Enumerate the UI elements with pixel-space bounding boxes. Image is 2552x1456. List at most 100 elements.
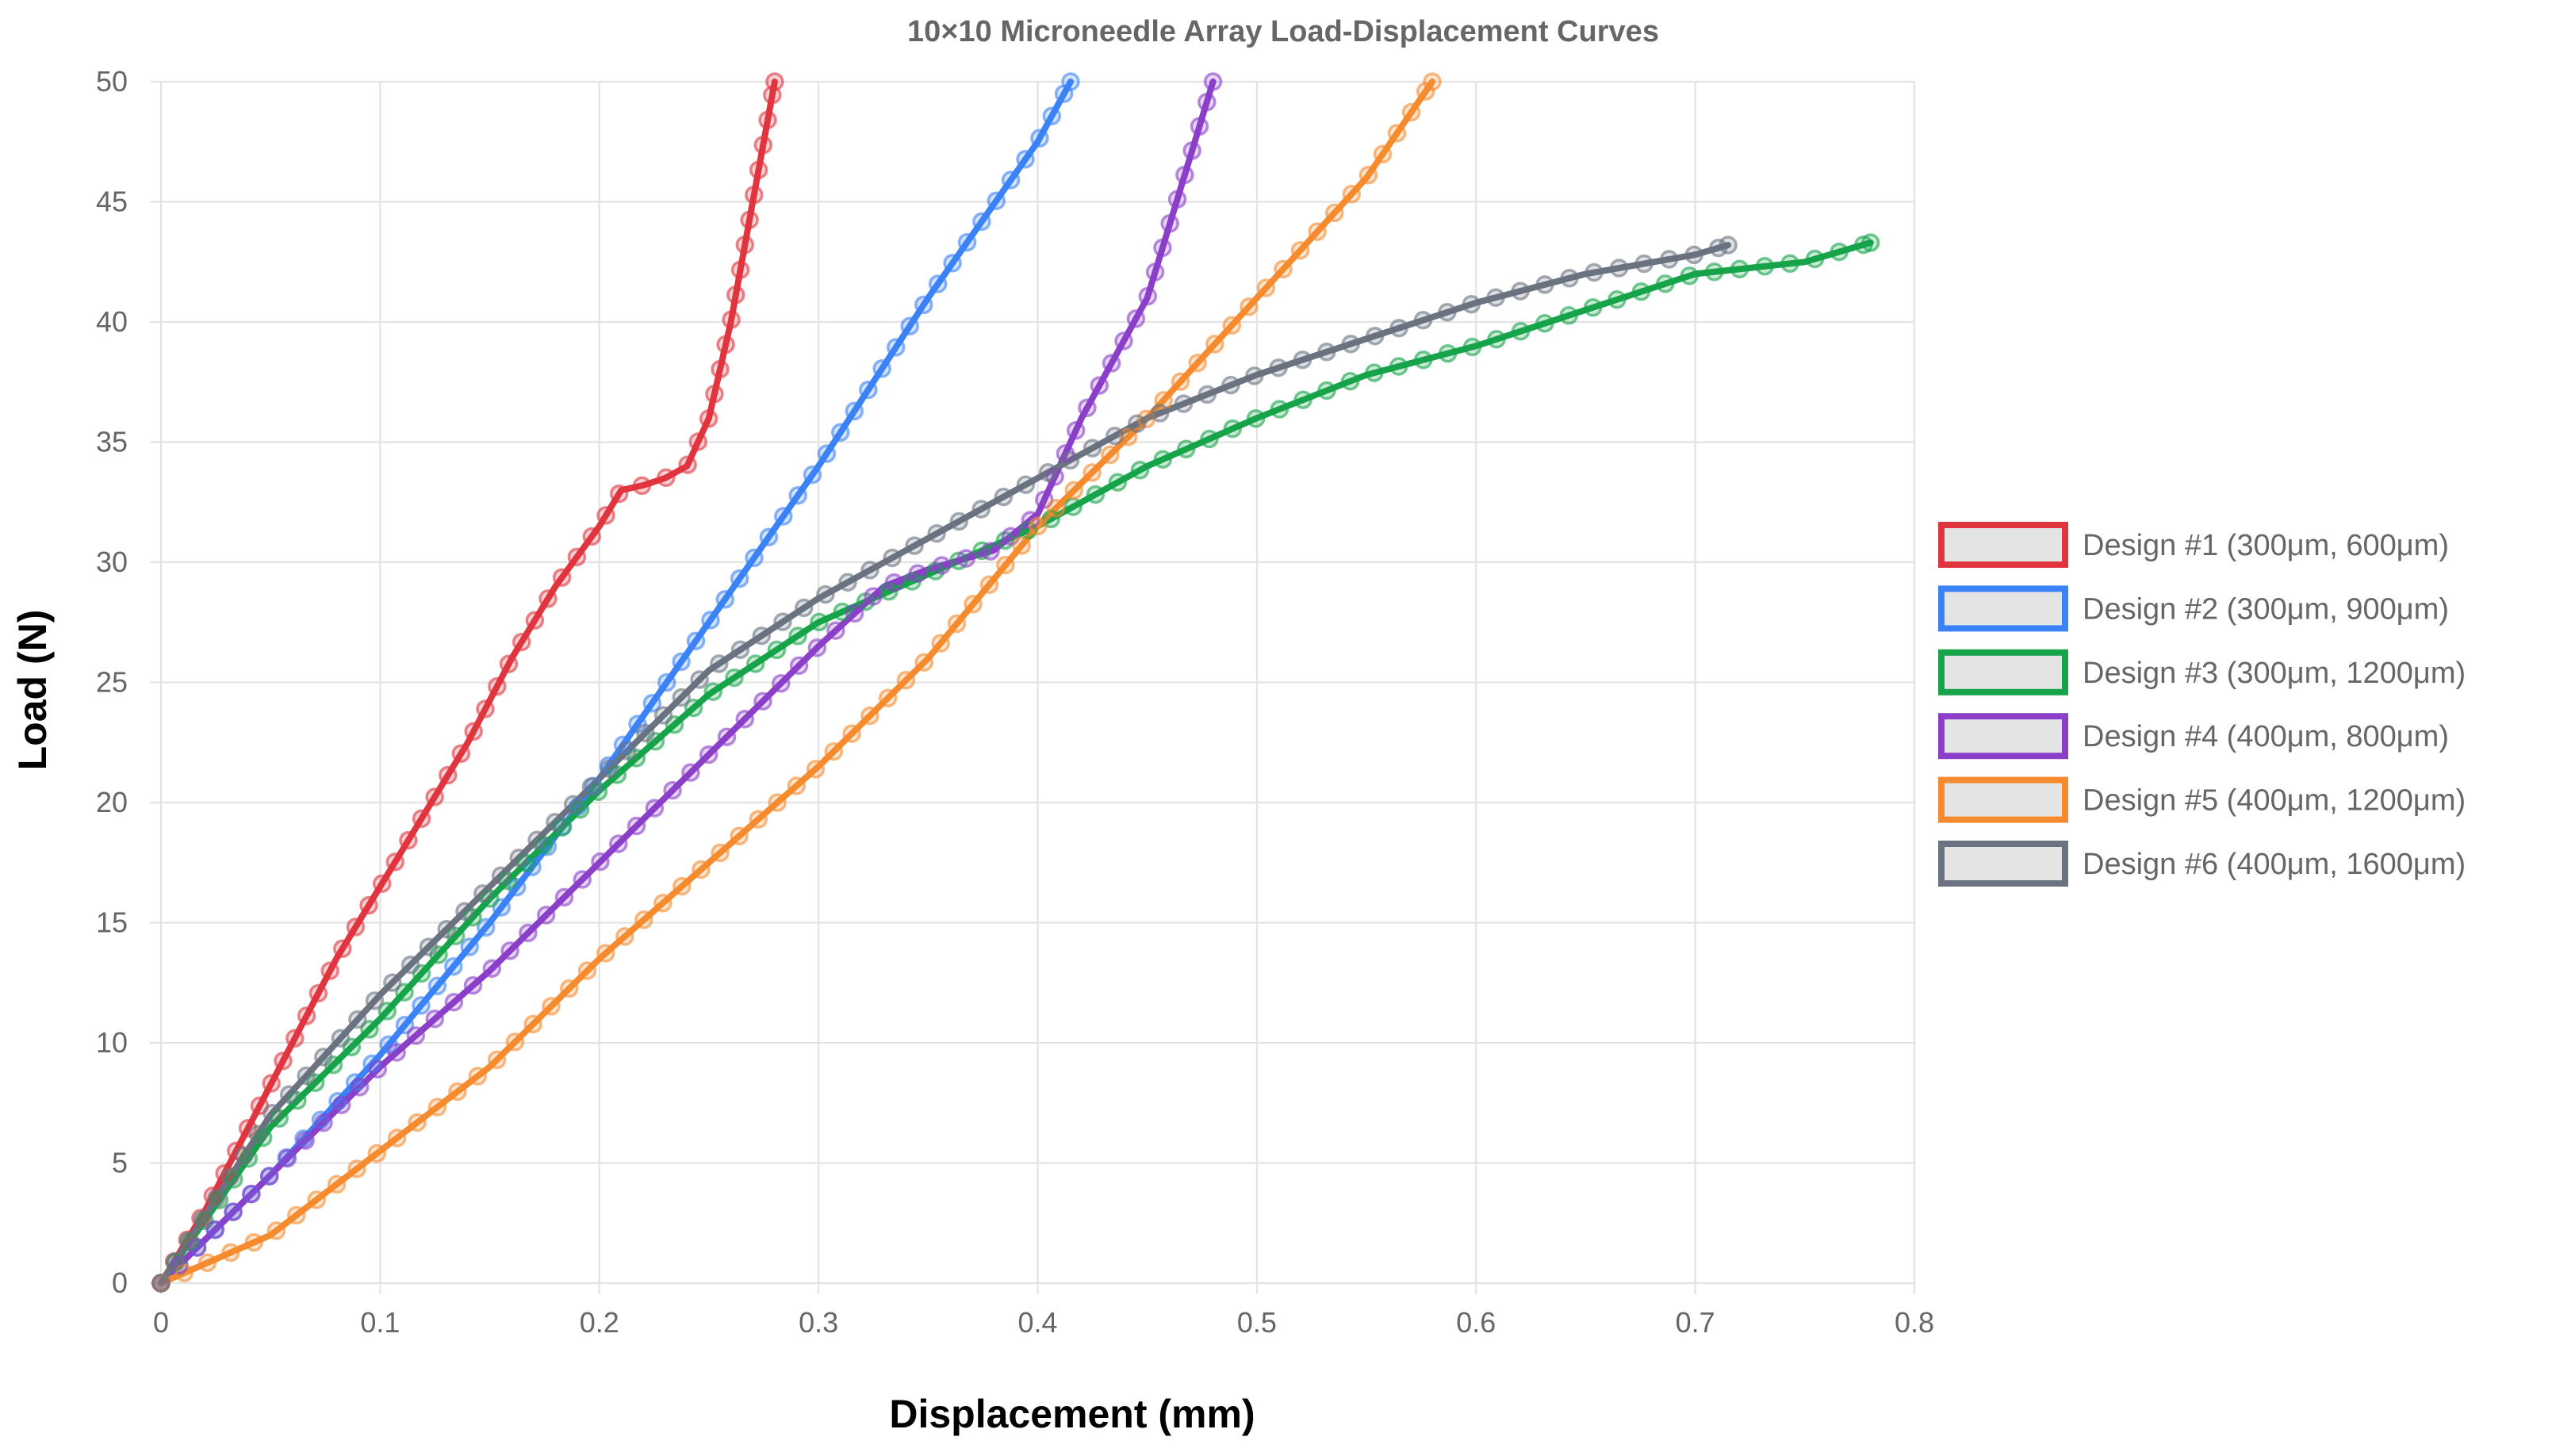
data-point <box>883 548 902 568</box>
data-point <box>581 777 601 796</box>
data-point <box>385 853 405 872</box>
series-points <box>151 72 1880 1293</box>
data-point <box>1659 250 1679 269</box>
data-point <box>699 745 718 764</box>
data-point <box>949 512 969 531</box>
legend-swatch <box>1938 585 2068 632</box>
data-point <box>672 652 691 672</box>
data-point <box>1153 450 1173 469</box>
data-point <box>1101 445 1120 465</box>
data-point <box>427 1098 447 1117</box>
data-point <box>1167 190 1187 209</box>
data-point <box>359 895 378 915</box>
data-point <box>681 763 700 782</box>
data-point <box>701 611 720 630</box>
data-point <box>444 992 464 1012</box>
legend-item-design-3[interactable]: Design #3 (300μm, 1200μm) <box>1938 649 2466 695</box>
axis-tick-labels: 0 0.1 0.2 0.3 0.4 0.5 0.6 0.7 0.8 0 5 10 15 20 25 30 35 4… <box>96 65 1934 1339</box>
data-point <box>1038 463 1058 482</box>
data-point <box>451 744 471 763</box>
data-point <box>845 401 864 421</box>
data-point <box>499 654 519 673</box>
data-point <box>979 575 999 594</box>
data-point <box>368 1059 388 1079</box>
data-point <box>1462 294 1481 314</box>
data-point <box>642 694 662 713</box>
data-point <box>703 682 722 701</box>
data-point <box>235 1146 254 1165</box>
legend-item-design-2[interactable]: Design #2 (300μm, 900μm) <box>1938 585 2449 632</box>
x-tick-label: 0.7 <box>1676 1306 1715 1339</box>
data-point <box>523 1014 542 1034</box>
data-point <box>632 476 652 496</box>
data-point <box>1150 404 1170 423</box>
data-point <box>609 834 628 853</box>
data-point <box>710 654 729 673</box>
data-point <box>1082 439 1102 458</box>
data-point <box>878 688 898 707</box>
data-point <box>1293 390 1312 409</box>
data-point <box>1246 409 1266 428</box>
data-point <box>1780 254 1799 274</box>
data-point <box>1046 499 1066 518</box>
data-point <box>1486 288 1505 307</box>
legend-item-design-4[interactable]: Design #4 (400μm, 800μm) <box>1938 713 2449 760</box>
data-point <box>412 809 431 828</box>
data-point <box>715 590 735 609</box>
data-point <box>577 961 597 980</box>
data-point <box>372 874 392 893</box>
data-point <box>745 185 764 205</box>
data-point <box>473 883 492 903</box>
data-point <box>1174 394 1194 413</box>
data-point <box>759 527 779 546</box>
data-point <box>377 1002 397 1021</box>
data-point <box>1176 439 1196 459</box>
legend-item-design-1[interactable]: Design #1 (300μm, 600μm) <box>1938 522 2449 568</box>
data-point <box>460 937 479 956</box>
legend-swatch <box>1938 713 2068 760</box>
data-point <box>725 668 744 688</box>
data-point <box>1016 150 1035 169</box>
data-point <box>1719 236 1738 255</box>
data-point <box>333 939 352 959</box>
data-point <box>573 870 592 889</box>
data-point <box>753 692 772 711</box>
data-point <box>296 1131 315 1150</box>
data-point <box>722 310 741 329</box>
legend-swatch <box>1938 522 2068 568</box>
data-point <box>1190 117 1209 136</box>
legend-item-design-5[interactable]: Design #5 (400μm, 1200μm) <box>1938 776 2466 823</box>
data-point <box>609 484 629 504</box>
data-point <box>350 1078 370 1097</box>
data-point <box>803 465 822 485</box>
data-point <box>244 1232 263 1252</box>
data-point <box>505 1033 525 1052</box>
data-point <box>749 160 768 179</box>
legend-swatch <box>1938 776 2068 823</box>
data-point <box>1105 426 1125 446</box>
data-point <box>1290 240 1310 260</box>
data-point <box>1609 259 1629 278</box>
legend-label: Design #4 (400μm, 800μm) <box>2083 720 2449 753</box>
data-point <box>165 1252 185 1271</box>
x-tick-label: 0.8 <box>1895 1306 1934 1339</box>
data-point <box>400 955 420 975</box>
legend-item-design-6[interactable]: Design #6 (400μm, 1600μm) <box>1938 841 2466 887</box>
x-tick-label: 0.5 <box>1237 1306 1277 1339</box>
data-point <box>957 232 977 252</box>
data-point <box>519 923 538 943</box>
data-point <box>773 612 792 631</box>
data-point <box>274 1051 293 1071</box>
data-point <box>864 587 883 606</box>
data-point <box>285 1029 305 1048</box>
data-point <box>197 1253 217 1273</box>
data-point <box>596 944 615 963</box>
data-point <box>914 295 933 315</box>
y-tick-label: 50 <box>96 65 128 98</box>
data-point <box>735 235 755 255</box>
data-point <box>1064 481 1084 500</box>
data-point <box>838 573 857 592</box>
data-point <box>931 634 950 653</box>
data-point <box>1324 203 1344 223</box>
